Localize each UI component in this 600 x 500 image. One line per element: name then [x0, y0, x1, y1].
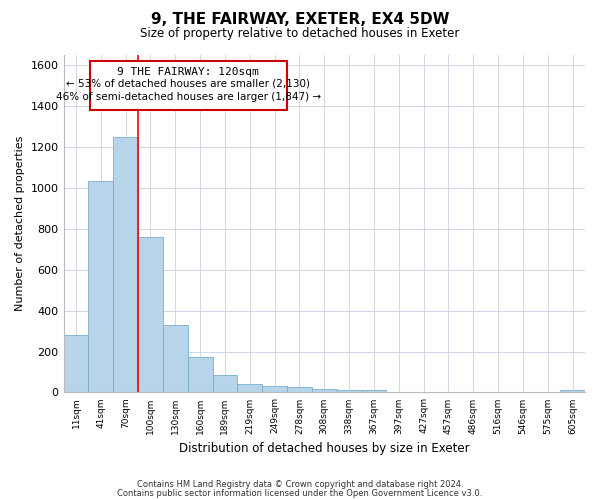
Bar	[138, 237, 163, 392]
Bar	[262, 386, 287, 392]
Text: Contains HM Land Registry data © Crown copyright and database right 2024.: Contains HM Land Registry data © Crown c…	[137, 480, 463, 489]
Bar	[113, 137, 138, 392]
Bar	[287, 388, 312, 392]
Bar	[163, 325, 188, 392]
Y-axis label: Number of detached properties: Number of detached properties	[15, 136, 25, 312]
Text: 9, THE FAIRWAY, EXETER, EX4 5DW: 9, THE FAIRWAY, EXETER, EX4 5DW	[151, 12, 449, 28]
Bar	[238, 384, 262, 392]
Bar	[64, 335, 88, 392]
Bar	[188, 356, 212, 392]
Text: 9 THE FAIRWAY: 120sqm: 9 THE FAIRWAY: 120sqm	[118, 68, 259, 78]
Bar	[560, 390, 585, 392]
Text: ← 53% of detached houses are smaller (2,130): ← 53% of detached houses are smaller (2,…	[67, 78, 310, 88]
Text: Size of property relative to detached houses in Exeter: Size of property relative to detached ho…	[140, 28, 460, 40]
Bar	[337, 390, 362, 392]
FancyBboxPatch shape	[89, 61, 287, 110]
Bar	[88, 181, 113, 392]
Bar	[312, 390, 337, 392]
Bar	[212, 375, 238, 392]
Text: 46% of semi-detached houses are larger (1,847) →: 46% of semi-detached houses are larger (…	[56, 92, 321, 102]
Bar	[362, 390, 386, 392]
Text: Contains public sector information licensed under the Open Government Licence v3: Contains public sector information licen…	[118, 488, 482, 498]
X-axis label: Distribution of detached houses by size in Exeter: Distribution of detached houses by size …	[179, 442, 470, 455]
